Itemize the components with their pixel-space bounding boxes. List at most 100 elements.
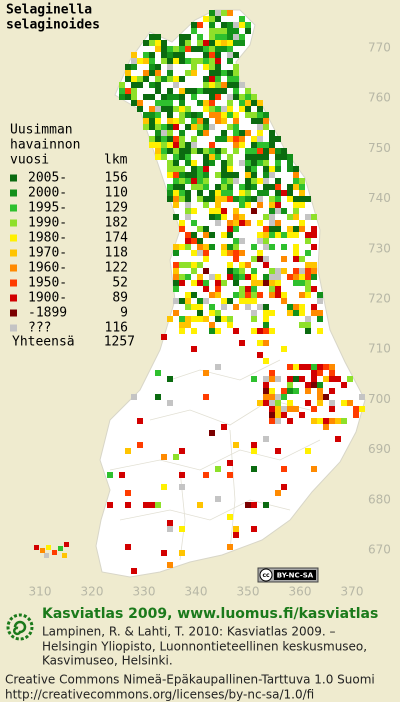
observation-square (263, 118, 269, 124)
observation-square (167, 112, 173, 118)
observation-square (131, 82, 137, 88)
observation-square (305, 292, 311, 298)
observation-square (227, 10, 233, 16)
observation-square (323, 394, 329, 400)
observation-square (197, 196, 203, 202)
observation-square (281, 394, 287, 400)
observation-square (287, 226, 293, 232)
observation-square (233, 82, 239, 88)
observation-square (221, 28, 227, 34)
observation-square (245, 202, 251, 208)
observation-square (209, 22, 215, 28)
observation-square (221, 130, 227, 136)
observation-square (173, 202, 179, 208)
observation-square (263, 274, 269, 280)
observation-square (293, 172, 299, 178)
observation-square (227, 262, 233, 268)
observation-square (257, 292, 263, 298)
observation-square (197, 262, 203, 268)
grid-y-label: 720 (368, 292, 391, 306)
title-line: selaginoides (6, 18, 100, 33)
observation-square (239, 130, 245, 136)
observation-square (227, 136, 233, 142)
observation-square (251, 160, 257, 166)
observation-square (167, 196, 173, 202)
observation-square (221, 172, 227, 178)
observation-square (311, 274, 317, 280)
observation-square (263, 358, 269, 364)
observation-square (257, 220, 263, 226)
observation-square (269, 406, 275, 412)
observation-square (293, 406, 299, 412)
observation-square (251, 316, 257, 322)
observation-square (191, 58, 197, 64)
observation-square (275, 190, 281, 196)
observation-square (173, 58, 179, 64)
observation-square (191, 136, 197, 142)
observation-square (197, 304, 203, 310)
observation-square (305, 364, 311, 370)
observation-square (269, 214, 275, 220)
observation-square (305, 238, 311, 244)
observation-square (269, 394, 275, 400)
observation-square (155, 130, 161, 136)
grid-labels: 770 760 750 740 730 720 710 700 690 680 670 310 320 3… (29, 41, 391, 599)
observation-square (221, 106, 227, 112)
observation-square (269, 196, 275, 202)
observation-square (179, 100, 185, 106)
observation-square (227, 112, 233, 118)
observation-square (227, 244, 233, 250)
observation-square (227, 166, 233, 172)
observation-square (287, 382, 293, 388)
legend-label: 1960- (28, 261, 67, 276)
observation-square (251, 178, 257, 184)
observation-square (239, 184, 245, 190)
observation-square (179, 142, 185, 148)
observation-square (185, 34, 191, 40)
observation-square (215, 466, 221, 472)
observation-square (203, 172, 209, 178)
observation-square (215, 58, 221, 64)
badge-logo: cc (262, 572, 270, 579)
observation-square (161, 334, 167, 340)
observation-square (209, 430, 215, 436)
observation-square (281, 148, 287, 154)
observation-square (287, 184, 293, 190)
observation-square (215, 64, 221, 70)
observation-square (167, 76, 173, 82)
observation-square (179, 76, 185, 82)
observation-square (293, 256, 299, 262)
observation-square (185, 292, 191, 298)
observation-square (263, 232, 269, 238)
observation-square (179, 136, 185, 142)
observation-square (185, 142, 191, 148)
observation-square (161, 40, 167, 46)
observation-square (137, 100, 143, 106)
grid-x-label: 370 (341, 585, 364, 599)
observation-square (263, 394, 269, 400)
observation-square (257, 238, 263, 244)
legend-swatch (10, 234, 17, 242)
observation-square (131, 568, 137, 574)
observation-square (299, 322, 305, 328)
observation-square (149, 142, 155, 148)
grid-y-label: 670 (368, 543, 391, 557)
observation-square (245, 196, 251, 202)
observation-square (173, 160, 179, 166)
observation-square (233, 304, 239, 310)
observation-square (221, 148, 227, 154)
observation-square (191, 304, 197, 310)
observation-square (173, 196, 179, 202)
observation-square (269, 232, 275, 238)
badge-circle (259, 568, 273, 582)
observation-square (293, 232, 299, 238)
observation-square (191, 166, 197, 172)
observation-square (251, 118, 257, 124)
observation-square (257, 256, 263, 262)
observation-square (197, 166, 203, 172)
observation-square (263, 166, 269, 172)
observation-square (191, 22, 197, 28)
legend-swatch (10, 264, 17, 272)
observation-square (233, 112, 239, 118)
observation-square (197, 238, 203, 244)
